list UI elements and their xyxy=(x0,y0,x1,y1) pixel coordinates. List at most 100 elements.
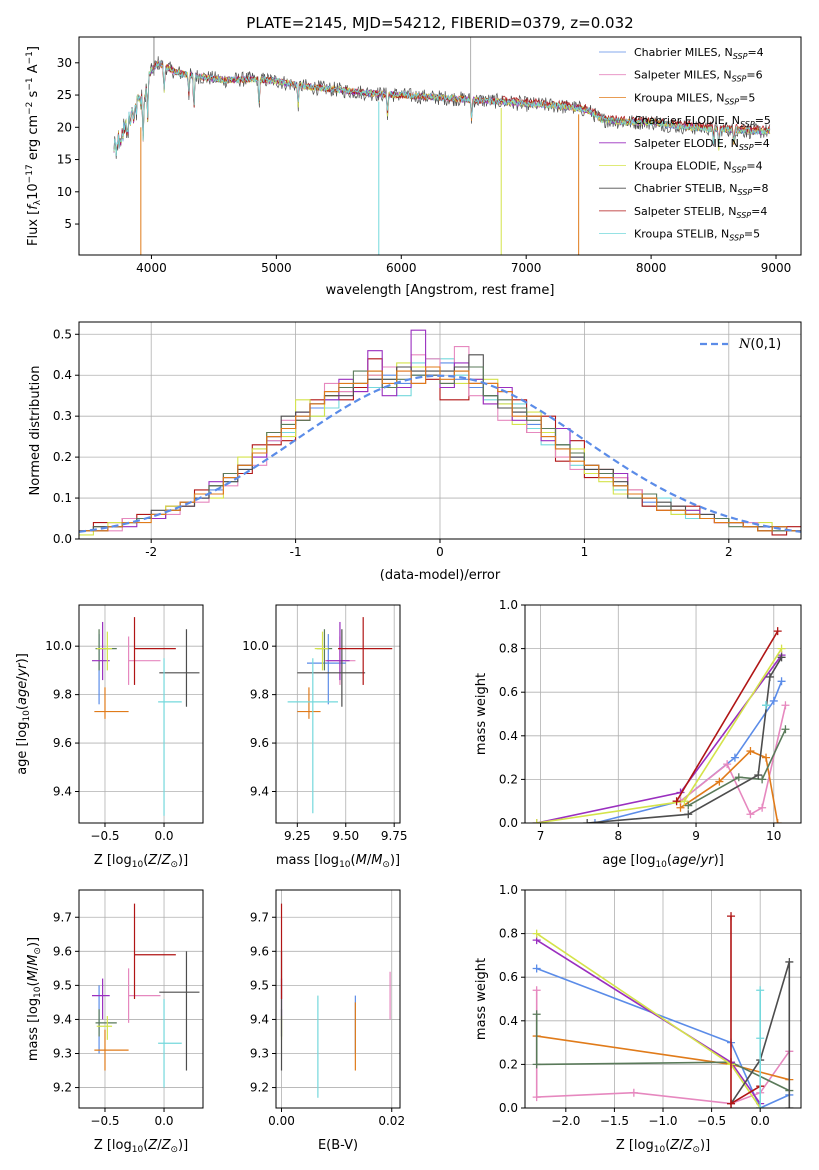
data-point-marker xyxy=(754,771,763,780)
y-axis-label: mass [log10(M/M⊙)] xyxy=(26,937,43,1061)
legend-symbol: N xyxy=(738,337,751,352)
x-axis-label: mass [log10(M/M⊙)] xyxy=(276,853,400,870)
x-axis-label: Z [log10(Z/Z⊙)] xyxy=(94,853,188,870)
axes-spines xyxy=(78,604,204,824)
axes-frame: 9.25 9.50 9.75 9.4 9.6 9.8 10.0 xyxy=(242,604,408,843)
series-line xyxy=(675,630,779,802)
legend-label: N(0,1) xyxy=(738,337,781,352)
x-axis-label: wavelength [Angstrom, rest frame] xyxy=(326,283,555,298)
legend-item-salpeter-stelib: Salpeter STELIB, NSSP=4 xyxy=(599,205,767,220)
y-axis-label-part: ⊙ xyxy=(33,947,43,955)
y-tick-label: 5 xyxy=(64,217,72,231)
legend-subscript: SSP xyxy=(740,120,755,129)
y-axis-label-part: −2 xyxy=(25,102,35,115)
x-axis-label-part: / xyxy=(157,1138,162,1153)
legend-label: Kroupa MILES, NSSP=5 xyxy=(634,91,755,106)
y-tick-label: 9.8 xyxy=(53,688,72,702)
data-point-marker xyxy=(758,803,767,812)
x-tick-label: 8 xyxy=(614,829,622,843)
y-axis-label-part: age xyxy=(15,681,30,705)
x-tick-label: −0.5 xyxy=(697,1114,726,1128)
legend-count: =8 xyxy=(752,182,768,195)
y-tick-label: 9.6 xyxy=(53,736,72,750)
x-tick-label: 0.02 xyxy=(378,1114,405,1128)
x-axis-label-part: M xyxy=(371,853,382,868)
errorbar-kroupa-elodie xyxy=(96,631,113,671)
errorbar-chabrier-miles xyxy=(307,634,346,705)
figure-title: PLATE=2145, MJD=54212, FIBERID=0379, z=0… xyxy=(246,14,633,32)
data-point-marker xyxy=(532,1010,541,1019)
data-point-marker xyxy=(684,801,693,810)
legend-label: Salpeter MILES, NSSP=6 xyxy=(634,69,763,84)
y-tick-label: 1.0 xyxy=(499,598,518,612)
x-axis-label-part: )] xyxy=(390,853,400,868)
x-tick-label: 5000 xyxy=(261,261,292,275)
data-point-marker xyxy=(777,653,786,662)
legend-subscript: SSP xyxy=(736,211,751,220)
x-tick-label: 9.75 xyxy=(381,829,408,843)
y-axis-label-part: / xyxy=(15,676,30,681)
series-line xyxy=(730,961,791,1108)
legend-count: =6 xyxy=(746,69,762,82)
x-tick-label: 8000 xyxy=(636,261,667,275)
axes-frame: -2 -1 0 1 2 0.0 0.1 0.2 0.3 0.4 0.5 xyxy=(53,321,802,559)
data-point-marker xyxy=(762,701,771,710)
mass-weight-series-kroupa-miles xyxy=(676,747,782,823)
axes-frame: 0.00 0.02 9.2 9.3 9.4 9.5 9.6 9.7 xyxy=(250,889,405,1128)
errorbar-chabrier-stelib xyxy=(159,951,200,1071)
x-axis-label-part: ⊙ xyxy=(692,1145,700,1155)
x-tick-label: 0.0 xyxy=(154,829,173,843)
y-axis-label: Normed distribution xyxy=(28,366,43,496)
legend-label: Salpeter STELIB, NSSP=4 xyxy=(634,205,767,220)
y-tick-label: 9.7 xyxy=(53,910,72,924)
plot-area xyxy=(532,627,790,823)
y-tick-label: 10.0 xyxy=(45,639,72,653)
x-axis-label-part: ( xyxy=(143,853,148,868)
y-tick-label: 0.0 xyxy=(499,816,518,830)
x-axis-label-part: Z xyxy=(147,853,158,868)
y-axis-label-part: s xyxy=(26,90,41,101)
x-axis-label: age [log10(age/yr)] xyxy=(602,853,724,870)
series-line xyxy=(536,967,790,1108)
axes-spines xyxy=(78,889,204,1109)
mass-vs-metallicity-panel: −0.5 0.09.29.39.49.59.69.7Z [log10(Z/Z⊙)]… xyxy=(26,889,204,1155)
legend-item-kroupa-stelib: Kroupa STELIB, NSSP=5 xyxy=(599,228,760,243)
data-point-marker xyxy=(532,819,541,823)
errorbar-kroupa-miles xyxy=(94,687,129,719)
x-axis-label-part: Z xyxy=(683,1138,694,1153)
data-point-marker xyxy=(532,929,541,938)
y-axis-label-part: A xyxy=(26,64,41,77)
y-tick-label: 0.6 xyxy=(499,685,518,699)
x-tick-label: −1.0 xyxy=(648,1114,677,1128)
legend-series-name: Kroupa MILES, N xyxy=(634,91,724,104)
data-point-marker xyxy=(672,797,681,806)
x-tick-label: −0.5 xyxy=(90,1114,119,1128)
legend-count: =4 xyxy=(751,205,767,218)
x-tick-label: -1 xyxy=(290,545,302,559)
y-axis-label-part: M xyxy=(26,970,41,981)
x-axis-label-part: )] xyxy=(714,853,724,868)
y-axis-label-part: M xyxy=(26,955,41,966)
data-point-marker xyxy=(746,810,755,819)
errorbar-chabrier-elodie xyxy=(95,1009,117,1037)
age-vs-mass-panel: 9.25 9.50 9.759.49.69.810.0 mass [log10(M/M… xyxy=(242,604,408,870)
x-tick-label: 10 xyxy=(766,829,781,843)
legend-item-kroupa-miles: Kroupa MILES, NSSP=5 xyxy=(599,91,755,106)
plot-area xyxy=(280,903,391,1098)
legend-series-name: Chabrier ELODIE, N xyxy=(634,114,740,127)
spectrum-line-kroupa-elodie xyxy=(113,60,771,154)
y-tick-label: 9.8 xyxy=(250,688,269,702)
mass-weight-series-salpeter-stelib xyxy=(672,627,782,806)
x-axis-label-part: )] xyxy=(178,1138,188,1153)
x-axis-label-part: age xyxy=(672,853,696,868)
legend-subscript: SSP xyxy=(738,188,753,197)
y-axis-label-part: −1 xyxy=(25,51,35,64)
y-axis-label-part: )] xyxy=(26,937,41,947)
data-point-marker xyxy=(532,964,541,973)
histogram-chabrier-stelib xyxy=(79,354,801,532)
x-tick-label: −1.5 xyxy=(600,1114,629,1128)
legend-item-kroupa-elodie: Kroupa ELODIE, NSSP=4 xyxy=(599,160,763,175)
legend-item-chabrier-stelib: Chabrier STELIB, NSSP=8 xyxy=(599,182,768,197)
legend-subscript: SSP xyxy=(732,166,747,175)
plot-area xyxy=(91,903,200,1088)
